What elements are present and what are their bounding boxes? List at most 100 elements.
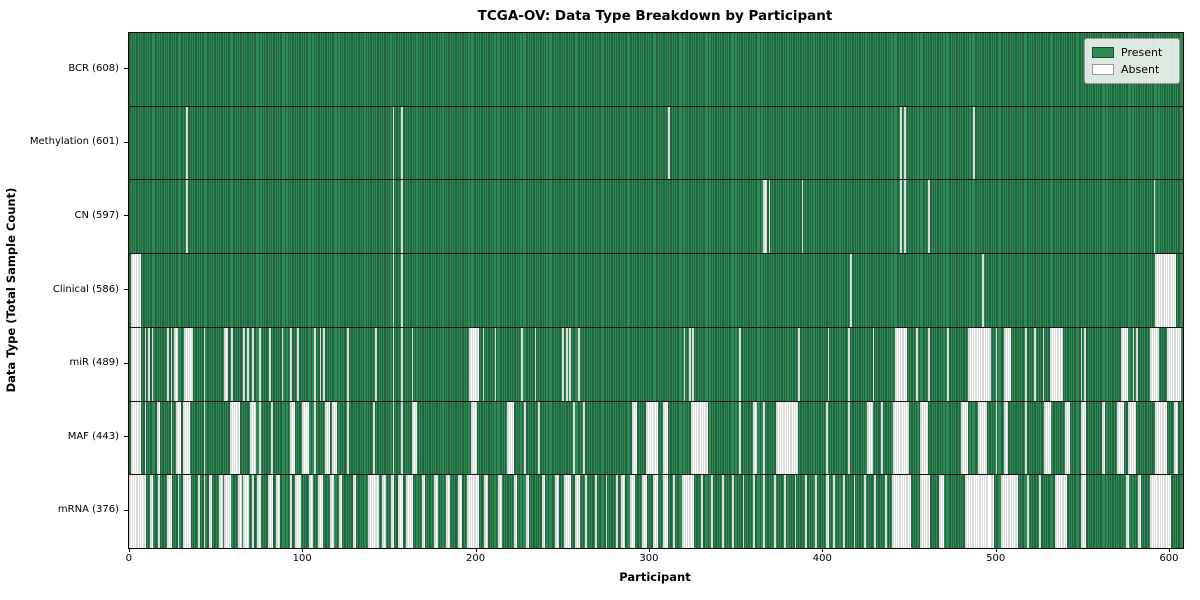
y-tick-label-CN: CN (597) [74,209,119,221]
absent-stripe [739,401,741,475]
absent-stripe [864,475,866,549]
y-tick-mark [124,215,128,217]
absent-stripe [903,180,906,254]
absent-stripe [569,327,572,401]
absent-stripe [645,401,658,475]
absent-stripe [1000,475,1019,549]
absent-stripe [525,475,530,549]
absent-stripe [629,475,636,549]
absent-stripe [692,327,695,401]
heatmap-row-BCR [129,33,1183,107]
absent-stripe [784,475,786,549]
present-swatch-icon [1092,47,1114,58]
absent-stripe [390,475,395,549]
absent-stripe [763,180,767,254]
absent-stripe [411,401,417,475]
absent-stripe [158,475,161,549]
absent-stripe [538,401,540,475]
absent-stripe [1025,327,1027,401]
absent-stripe [392,180,395,254]
x-tick-mark [128,548,130,552]
absent-stripe [401,401,403,475]
absent-stripe [257,475,261,549]
absent-stripe [732,475,734,549]
absent-stripe [177,475,180,549]
absent-stripe [1125,475,1130,549]
absent-stripe [701,475,703,549]
absent-stripe [269,327,272,401]
absent-stripe [467,475,480,549]
absent-stripe [1049,327,1064,401]
absent-stripe [652,475,658,549]
absent-stripe [564,475,572,549]
absent-stripe [583,401,585,475]
absent-stripe [1117,401,1125,475]
absent-stripe [562,327,565,401]
absent-stripe [1101,401,1105,475]
x-tick-mark [302,548,304,552]
y-tick-mark [124,509,128,511]
absent-stripe [1153,180,1156,254]
absent-stripe [1167,327,1182,401]
absent-stripe [331,401,337,475]
absent-stripe [246,327,249,401]
absent-stripe [238,475,242,549]
absent-stripe [884,475,887,549]
absent-stripe [373,401,376,475]
absent-stripe [290,327,292,401]
absent-stripe [375,327,377,401]
x-tick-label: 100 [292,553,312,564]
absent-stripe [382,475,386,549]
legend: Present Absent [1084,38,1180,84]
absent-stripe [775,401,799,475]
absent-stripe [825,401,828,475]
absent-stripe [973,106,975,180]
absent-stripe [144,401,147,475]
plot-area [128,32,1184,549]
y-tick-label-mRNA: mRNA (376) [57,504,119,516]
absent-stripe [794,475,797,549]
absent-stripe [458,475,462,549]
absent-stripe [1155,401,1168,475]
absent-stripe [468,327,480,401]
absent-stripe [243,475,249,549]
absent-stripe [616,475,618,549]
absent-stripe [319,327,322,401]
absent-stripe [309,475,313,549]
absent-stripe [392,327,395,401]
absent-stripe [964,475,995,549]
absent-stripe [186,180,188,254]
absent-stripe [513,475,518,549]
absent-stripe [1004,401,1008,475]
absent-stripe [968,327,991,401]
absent-stripe [368,475,379,549]
absent-stripe [392,106,395,180]
absent-stripe [406,475,414,549]
absent-stripe [683,327,686,401]
absent-stripe [494,327,497,401]
absent-stripe [605,475,608,549]
absent-stripe [252,475,254,549]
absent-stripe [203,327,206,401]
absent-stripe [690,401,708,475]
absent-stripe [229,401,240,475]
absent-stripe [167,327,169,401]
heatmap-row-Clinical [129,254,1183,328]
absent-stripe [874,475,877,549]
absent-stripe [470,401,478,475]
absent-stripe [1150,475,1171,549]
absent-stripe [1039,475,1041,549]
x-tick-label: 500 [986,553,1006,564]
absent-stripe [577,327,580,401]
absent-stripe [867,401,873,475]
absent-stripe [916,327,918,401]
absent-stripe [130,327,142,401]
absent-stripe [1004,327,1012,401]
absent-stripe [805,475,807,549]
heatmap-row-Methylation [129,106,1183,181]
absent-stripe [182,475,192,549]
absent-stripe [148,327,150,401]
absent-stripe [252,327,254,401]
absent-stripe [815,475,818,549]
absent-stripe [938,475,944,549]
